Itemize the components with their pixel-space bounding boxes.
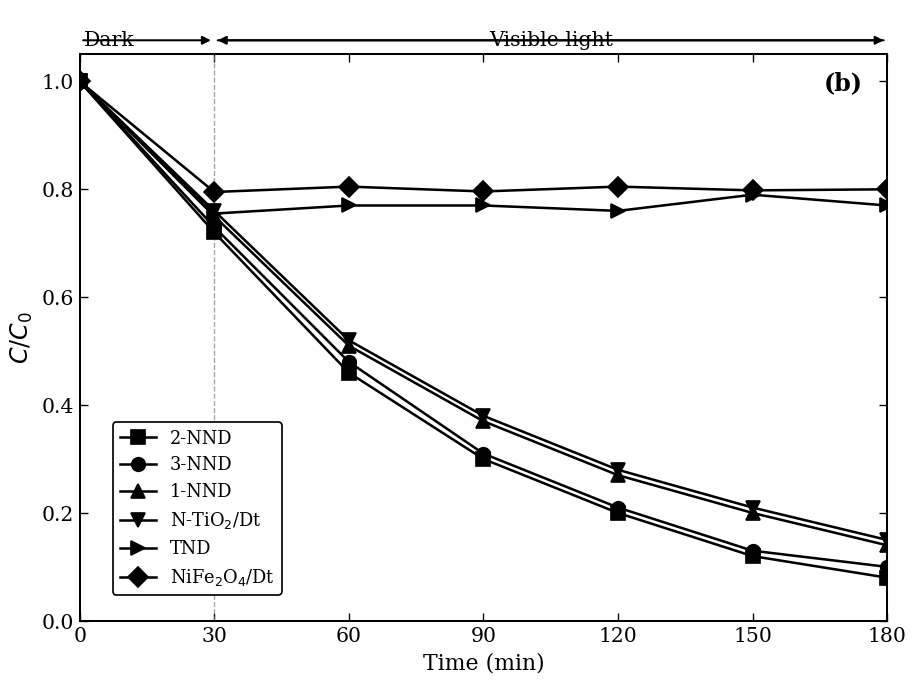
Y-axis label: $C/C_0$: $C/C_0$: [8, 311, 35, 364]
Legend: 2-NND, 3-NND, 1-NND, N-TiO$_2$/Dt, TND, NiFe$_2$O$_4$/Dt: 2-NND, 3-NND, 1-NND, N-TiO$_2$/Dt, TND, …: [113, 422, 282, 595]
Text: Dark: Dark: [84, 31, 135, 50]
Text: Visible light: Visible light: [489, 31, 613, 50]
Text: (b): (b): [824, 72, 863, 96]
X-axis label: Time (min): Time (min): [423, 652, 544, 675]
